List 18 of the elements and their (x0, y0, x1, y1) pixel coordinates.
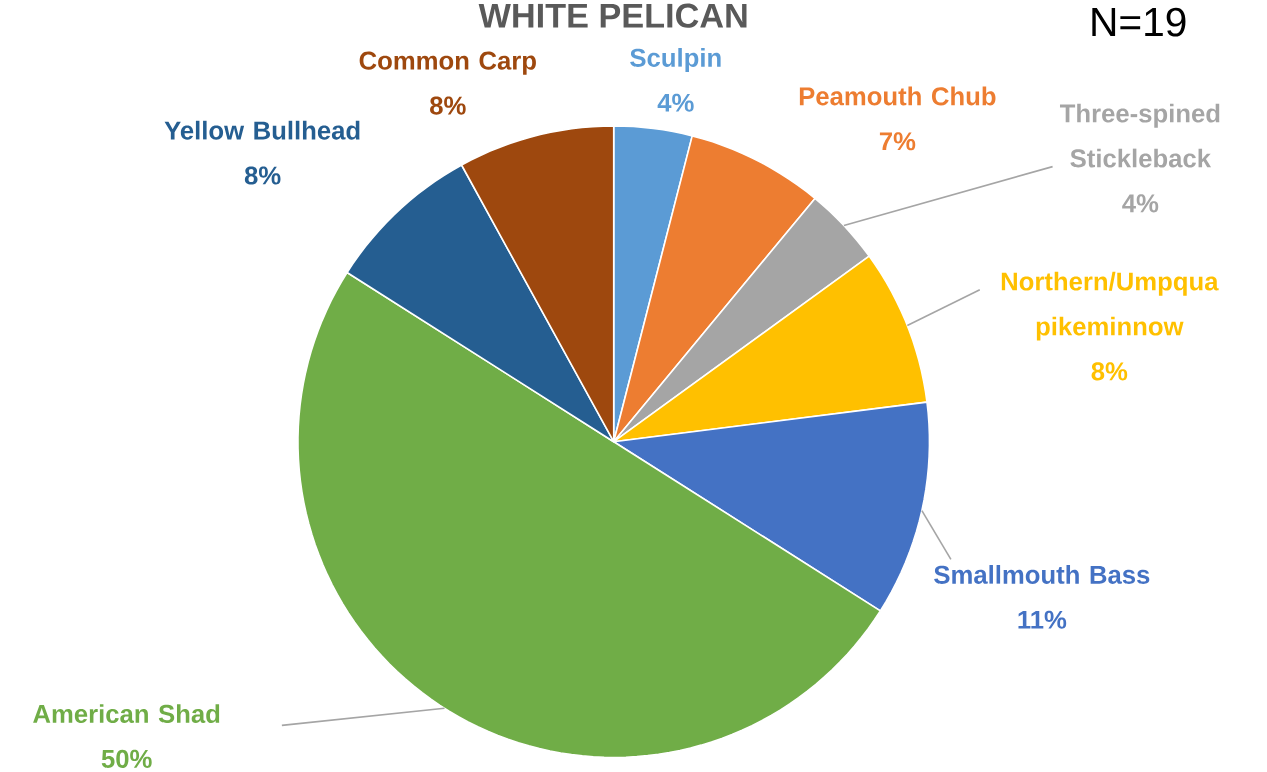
slice-label: Peamouth Chub (799, 86, 996, 106)
slice-label: Yellow Bullhead (164, 121, 360, 140)
slice-label: Smallmouth Bass (934, 565, 1150, 585)
data-label: 8% (1091, 362, 1128, 381)
slice-label: American Shad (33, 704, 220, 724)
data-label: 4% (1122, 194, 1159, 213)
slice-label: Three-spined Stickleback (1059, 103, 1220, 168)
text: N=19 (1092, 7, 1186, 37)
slice-label: Common Carp (359, 51, 536, 76)
slice-label: Northern/Umpqua pikeminnow (1001, 271, 1219, 341)
slice-label: Sculpin (630, 48, 721, 73)
data-label: 8% (244, 166, 281, 185)
data-label: 50% (101, 750, 152, 769)
data-label: 8% (430, 96, 466, 115)
data-label: 11% (1018, 610, 1067, 630)
data-label: 4% (657, 93, 694, 113)
chart-title: WHITE PELICAN (478, 3, 747, 29)
data-label: 7% (879, 132, 916, 151)
